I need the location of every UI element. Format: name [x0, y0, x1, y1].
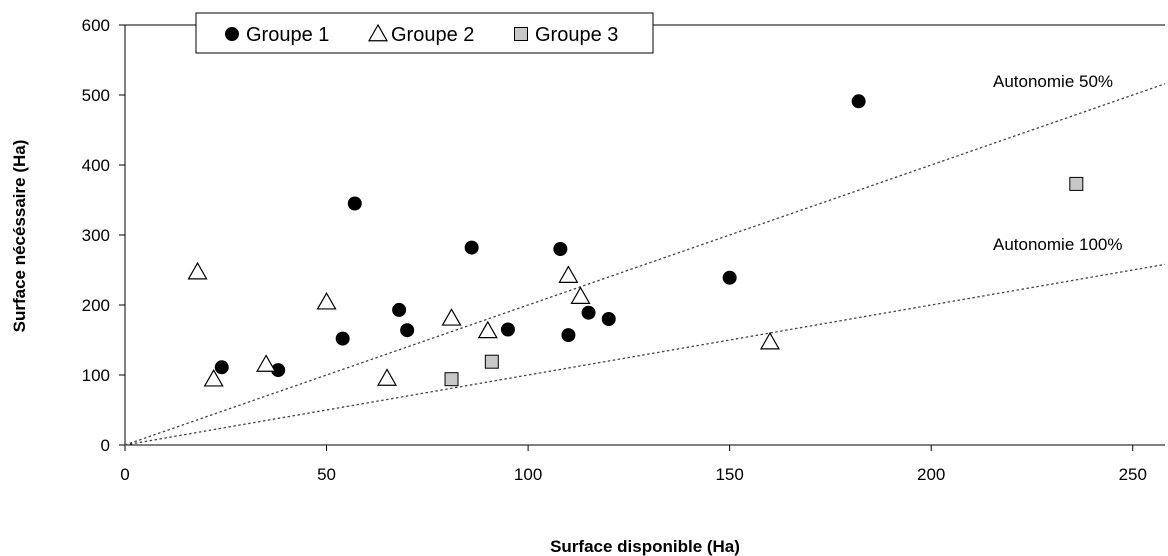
data-point [464, 240, 479, 255]
data-point [477, 320, 498, 339]
data-point [484, 354, 499, 369]
data-point [601, 312, 616, 326]
reference-line [124, 263, 1166, 446]
reference-line-label: Autonomie 50% [993, 72, 1113, 91]
data-points [187, 94, 1084, 387]
y-tick-label: 100 [82, 366, 110, 385]
legend-marker [225, 27, 239, 41]
data-point [759, 331, 780, 350]
data-point [553, 242, 568, 256]
reference-line-label: Autonomie 100% [993, 235, 1122, 254]
data-point [256, 354, 277, 372]
legend-label: Groupe 3 [535, 24, 618, 46]
data-point [1069, 176, 1084, 191]
reference-lines: Autonomie 50% Autonomie 100% [124, 72, 1166, 446]
y-tick-label: 600 [82, 16, 110, 35]
y-tick-label: 200 [82, 296, 110, 315]
y-tick-label: 400 [82, 156, 110, 175]
x-axis-label: Surface disponible (Ha) [550, 537, 740, 556]
data-point [561, 328, 576, 343]
y-tick-label: 300 [82, 226, 110, 245]
data-point [581, 305, 596, 320]
legend: Groupe 1 Groupe 2 Groupe 3 [195, 12, 654, 54]
y-axis-label: Surface nécéssaire (Ha) [10, 140, 29, 333]
data-point [214, 360, 229, 375]
x-tick-label: 50 [317, 465, 336, 484]
x-tick-label: 0 [120, 465, 129, 484]
data-point [271, 363, 286, 378]
data-point [500, 322, 515, 337]
data-point [335, 331, 350, 346]
data-point [441, 308, 462, 326]
data-point [570, 286, 591, 304]
x-tick-label: 150 [715, 465, 743, 484]
legend-marker [514, 27, 528, 41]
data-point [444, 372, 459, 387]
y-tick-label: 0 [101, 436, 110, 455]
x-tick-label: 100 [514, 465, 542, 484]
reference-line [124, 83, 1166, 446]
legend-label: Groupe 2 [391, 24, 474, 46]
y-tick-label: 500 [82, 86, 110, 105]
data-point [851, 94, 866, 109]
data-point [347, 196, 362, 211]
data-point [316, 291, 337, 310]
data-point [203, 368, 224, 387]
data-point [722, 270, 737, 285]
legend-marker [367, 23, 389, 42]
legend-label: Groupe 1 [246, 24, 329, 46]
x-tick-label: 200 [917, 465, 945, 484]
data-point [376, 368, 398, 386]
data-point [558, 265, 579, 283]
x-tick-label: 250 [1119, 465, 1147, 484]
data-point [187, 261, 208, 280]
data-point [392, 302, 407, 317]
data-point [400, 323, 415, 338]
legend-box [195, 12, 654, 54]
